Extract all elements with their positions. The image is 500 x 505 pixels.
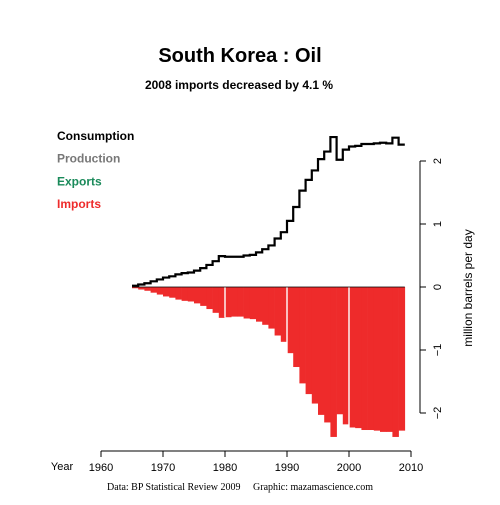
imports-bar-1998	[336, 287, 344, 415]
imports-bar-1973	[181, 287, 189, 301]
imports-bar-1979	[218, 287, 226, 318]
imports-bar-2000	[349, 287, 356, 428]
imports-bar-2008	[398, 287, 406, 431]
imports-bar-1975	[194, 287, 201, 304]
y-axis-label: million barrels per day	[461, 229, 475, 346]
imports-bar-1966	[138, 287, 145, 290]
imports-bar-1967	[144, 287, 151, 291]
legend-item-production: Production	[57, 152, 120, 166]
imports-bar-1992	[299, 287, 306, 384]
y-tick-label--2: −2	[432, 407, 444, 420]
imports-bar-2005	[380, 287, 387, 432]
imports-bar-2003	[367, 287, 375, 431]
y-axis: −2 −1 0 1 2	[419, 158, 444, 420]
imports-bar-2006	[386, 287, 393, 432]
imports-bar-1976	[200, 287, 207, 306]
consumption-line	[132, 135, 405, 287]
y-tick-label-1: 1	[432, 221, 444, 227]
imports-bar-1985	[256, 287, 263, 322]
chart-title: South Korea : Oil	[158, 45, 321, 67]
y-tick-label-0: 0	[432, 284, 444, 290]
imports-bar-1970	[163, 287, 170, 297]
imports-bar-1972	[175, 287, 182, 300]
imports-bar-1965	[132, 287, 139, 289]
imports-bar-1988	[274, 287, 282, 336]
imports-bar-1996	[324, 287, 331, 423]
imports-bar-2002	[361, 287, 368, 431]
x-tick-label-1990: 1990	[275, 462, 299, 474]
bar-separators	[224, 287, 350, 428]
x-tick-label-1970: 1970	[151, 462, 175, 474]
series-lines	[132, 135, 405, 288]
imports-bar-1971	[169, 287, 176, 298]
chart-subtitle: 2008 imports decreased by 4.1 %	[145, 78, 333, 92]
imports-bar-1980	[225, 287, 232, 318]
legend-item-exports: Exports	[57, 174, 102, 188]
legend: Consumption Production Exports Imports	[57, 129, 134, 211]
y-tick-label--1: −1	[432, 344, 444, 357]
imports-bar-1981	[231, 287, 238, 317]
imports-bar-2007	[392, 287, 399, 437]
x-tick-label-1960: 1960	[89, 462, 113, 474]
imports-bar-1984	[249, 287, 257, 320]
imports-bar-1987	[268, 287, 275, 329]
imports-bar-1994	[311, 287, 319, 404]
y-tick-label-2: 2	[432, 158, 444, 164]
imports-bar-1990	[287, 287, 294, 354]
imports-bar-1974	[187, 287, 195, 302]
legend-item-consumption: Consumption	[57, 129, 134, 143]
x-axis-label: Year	[51, 461, 74, 473]
imports-bar-1983	[243, 287, 251, 319]
x-tick-label-2010: 2010	[399, 462, 423, 474]
imports-bar-1982	[237, 287, 244, 317]
imports-bar-2001	[355, 287, 362, 429]
footer-credits: Data: BP Statistical Review 2009 Graphic…	[107, 482, 373, 493]
imports-bar-1993	[305, 287, 313, 395]
imports-bar-1995	[318, 287, 325, 415]
imports-bar-1997	[330, 287, 337, 437]
imports-bars	[132, 287, 406, 437]
imports-bar-1986	[262, 287, 269, 325]
legend-item-imports: Imports	[57, 197, 101, 211]
imports-bar-1977	[206, 287, 213, 310]
x-axis: 1960 1970 1980 1990 2000 2010	[89, 450, 423, 474]
imports-bar-1978	[212, 287, 220, 313]
imports-bar-1968	[150, 287, 158, 293]
imports-bar-2004	[373, 287, 381, 431]
x-tick-label-2000: 2000	[337, 462, 361, 474]
imports-bar-1999	[342, 287, 350, 425]
imports-bar-1989	[280, 287, 288, 342]
x-tick-label-1980: 1980	[213, 462, 237, 474]
imports-bar-1991	[293, 287, 300, 368]
imports-bar-1969	[156, 287, 164, 295]
